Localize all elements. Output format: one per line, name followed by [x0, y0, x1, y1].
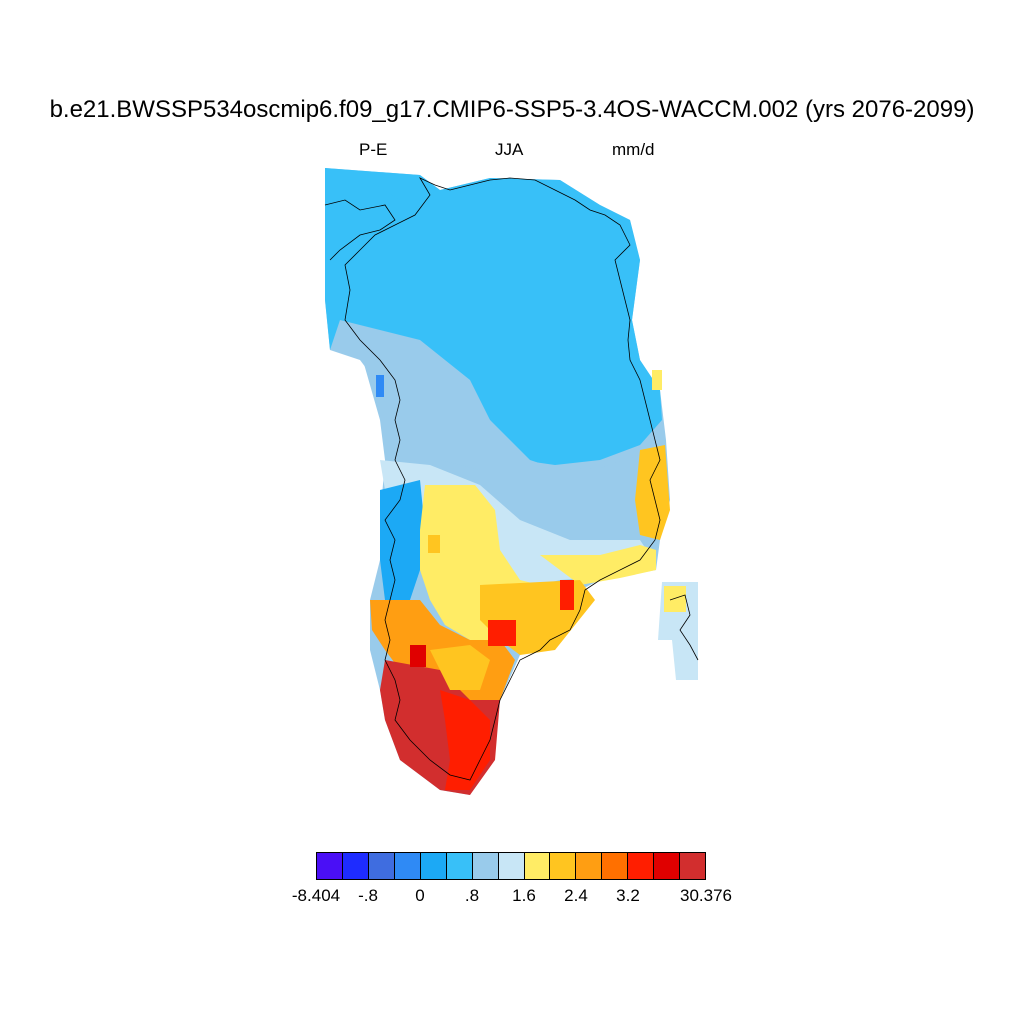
north-interior-region: [325, 168, 662, 465]
coastline: [324, 177, 699, 781]
colorbar-tick-label: -8.404: [291, 886, 341, 905]
colorbar-tick-label: 3.2: [616, 886, 640, 905]
colorbar-swatch: [317, 853, 343, 879]
colorbar-swatch: [524, 853, 551, 879]
pe-grid-cells: [325, 168, 698, 795]
southwest-red-cell: [410, 645, 426, 667]
variable-label: P-E: [359, 140, 388, 159]
northwest-patch: [325, 168, 400, 275]
west-coast-region: [380, 480, 425, 600]
colorbar-swatch: [602, 853, 629, 879]
colorbar-swatch: [628, 853, 655, 879]
colorbar-tick-label: 30.376: [680, 886, 732, 905]
south-red-cell: [488, 620, 516, 646]
units-label: mm/d: [612, 140, 655, 159]
ellesmere-coastline: [324, 199, 396, 261]
colorbar-tick-label: 2.4: [564, 886, 588, 905]
east-island-yellow-cell: [664, 586, 686, 612]
colorbar-swatch: [654, 853, 681, 879]
colorbar-tick-label: -.8: [358, 886, 378, 905]
colorbar-tick-label: 1.6: [512, 886, 536, 905]
southeast-yellow-region: [540, 545, 656, 585]
east-yellow-cell: [652, 370, 662, 390]
central-band-region: [330, 320, 660, 545]
south-gold-patch: [430, 645, 490, 690]
colorbar-swatch: [680, 853, 706, 879]
season-label: JJA: [495, 140, 524, 159]
colorbar-tick-label: 0: [415, 886, 425, 905]
colorbar-swatch: [446, 853, 473, 879]
colorbar-swatch: [576, 853, 603, 879]
colorbar-swatch: [472, 853, 499, 879]
colorbar-swatch: [342, 853, 369, 879]
greenland-coastline: [344, 177, 661, 781]
colorbar-swatch: [420, 853, 447, 879]
colorbar-swatch: [498, 853, 525, 879]
colorbar-swatch: [368, 853, 395, 879]
southeast-red-cell: [560, 580, 574, 610]
east-coast-region: [635, 445, 670, 540]
colorbar-swatch: [550, 853, 577, 879]
east-island-coastline: [669, 594, 699, 661]
colorbar: [316, 852, 706, 880]
interior-gold-cell: [428, 535, 440, 553]
plot-title: b.e21.BWSSP534oscmip6.f09_g17.CMIP6-SSP5…: [49, 96, 975, 123]
colorbar-swatch: [394, 853, 421, 879]
west-dark-blue-cell: [376, 375, 384, 397]
colorbar-tick-label: .8: [464, 886, 480, 905]
